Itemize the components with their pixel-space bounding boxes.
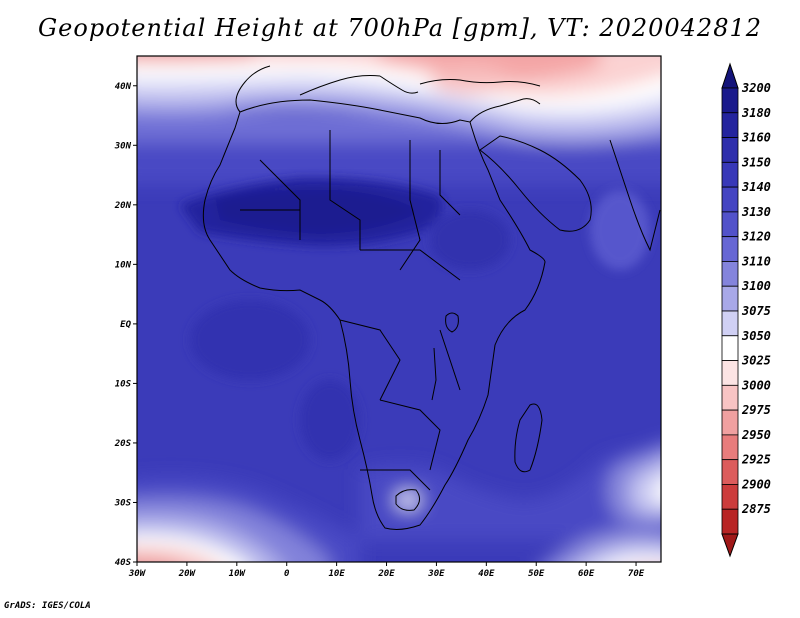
plot-frame [136, 55, 662, 563]
colorbar-label: 3075 [741, 304, 771, 318]
lon-tick-label: 0 [284, 569, 290, 579]
colorbar-label: 3100 [741, 279, 771, 293]
colorbar-swatch [721, 211, 739, 238]
colorbar-swatch [721, 310, 739, 337]
lat-tick-label: EQ [120, 320, 131, 330]
lon-tick-label: 30E [427, 569, 445, 579]
lat-tick-label: 30S [114, 498, 132, 508]
colorbar-swatch [721, 508, 739, 535]
colorbar-swatch [721, 360, 739, 386]
colorbar-swatch [721, 409, 739, 436]
coastlines [202, 65, 661, 530]
lon-tick-label: 60E [578, 569, 595, 579]
lat-tick-label: 40S [115, 558, 132, 568]
colorbar-label: 3130 [741, 205, 771, 219]
lat-tick-label: 20N [114, 201, 132, 211]
colorbar-label: 2900 [741, 477, 771, 491]
lon-tick-label: 70E [628, 569, 645, 579]
colorbar-swatch [721, 236, 739, 262]
colorbar-label: 3150 [741, 155, 771, 169]
colorbar-bottom-arrow [721, 533, 739, 558]
colorbar-label: 3000 [741, 378, 771, 392]
colorbar-label: 3110 [741, 254, 771, 268]
colorbar-label: 2925 [741, 453, 771, 467]
colorbar-label: 3180 [741, 106, 771, 120]
lat-tick-label: 20S [114, 439, 132, 449]
lon-tick-label: 10W [229, 569, 247, 579]
colorbar-swatch [721, 112, 739, 138]
lon-tick-label: 50E [528, 569, 545, 579]
colorbar-label: 3050 [741, 329, 771, 343]
lon-tick-label: 20E [377, 569, 395, 579]
footer-credit: GrADS: IGES/COLA [4, 601, 91, 611]
colorbar-swatch [721, 484, 739, 510]
colorbar: 3200 3180 3160 3150 3140 3130 3120 3110 3100 3075… [721, 62, 771, 558]
colorbar-swatch [721, 261, 739, 287]
colorbar-swatch [721, 161, 739, 188]
colorbar-label: 3120 [741, 230, 771, 244]
lon-tick-label: 40E [478, 569, 495, 579]
colorbar-swatch [721, 137, 739, 163]
lon-tick-label: 20W [178, 569, 197, 579]
colorbar-swatch [721, 459, 739, 485]
lon-tick-label: 10E [328, 569, 345, 579]
lat-tick-label: 30N [114, 141, 132, 151]
colorbar-swatch [721, 384, 739, 411]
colorbar-label: 3025 [741, 354, 771, 368]
lon-tick-label: 30W [128, 569, 147, 579]
colorbar-label: 3140 [741, 180, 771, 194]
colorbar-label: 3200 [741, 81, 771, 95]
colorbar-swatch [721, 186, 739, 213]
colorbar-label: 2950 [741, 428, 771, 442]
lat-tick-label: 10N [115, 260, 132, 270]
lat-axis: 40N 30N 20N 10N EQ 10S 20S 30S 40S [114, 82, 137, 568]
colorbar-label: 2975 [741, 403, 771, 417]
colorbar-swatch [721, 434, 739, 461]
colorbar-top-arrow [721, 62, 739, 89]
lat-tick-label: 40N [115, 82, 132, 92]
colorbar-swatch [721, 87, 739, 114]
colorbar-label: 3160 [741, 131, 771, 145]
colorbar-label: 2875 [741, 502, 771, 516]
colorbar-swatch [721, 335, 739, 361]
lon-axis: 30W 20W 10W 0 10E 20E 30E 40E 50E 60E 70E [128, 562, 645, 579]
lat-tick-label: 10S [115, 379, 132, 389]
colorbar-swatch [721, 285, 739, 312]
height-field [137, 56, 661, 562]
map-title: Geopotential Height at 700hPa [gpm], VT:… [38, 14, 762, 42]
